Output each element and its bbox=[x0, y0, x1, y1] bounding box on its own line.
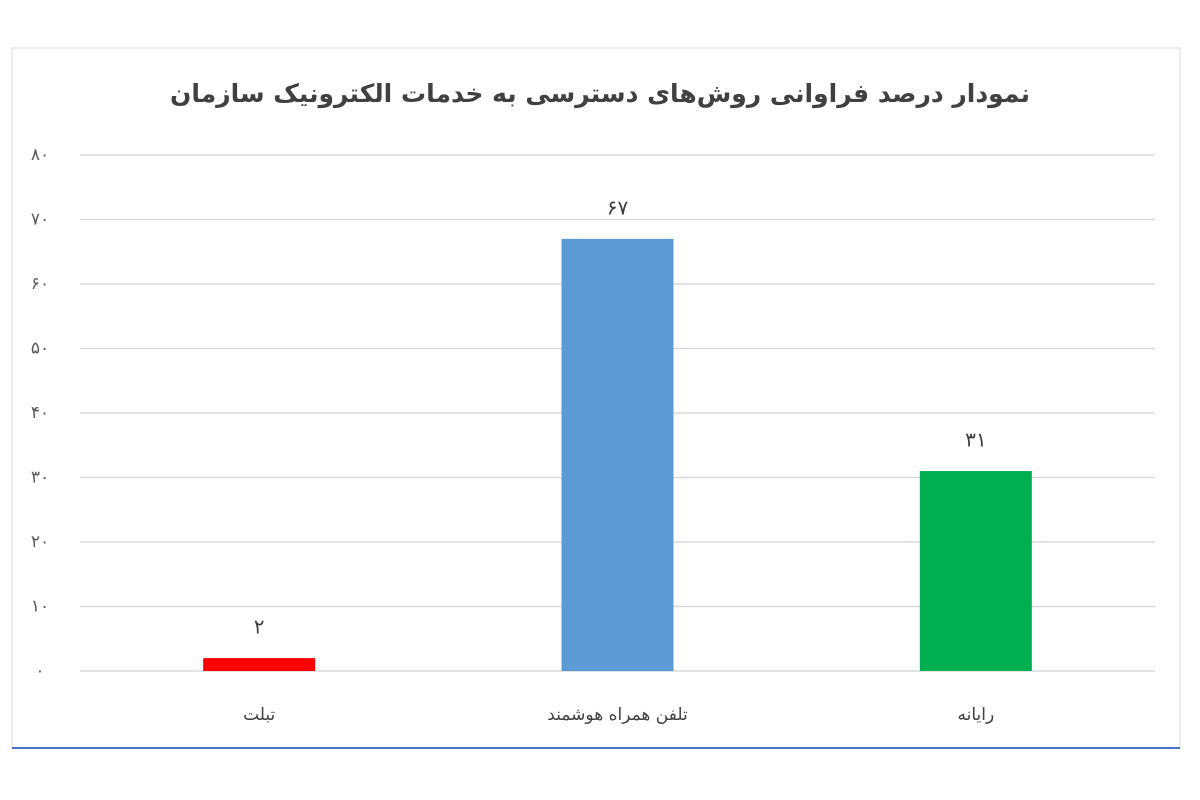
y-tick-label: ۸۰ bbox=[31, 145, 49, 165]
y-tick-label: ۴۰ bbox=[31, 403, 49, 423]
x-tick-label: رایانه bbox=[957, 705, 994, 725]
y-tick-label: ۷۰ bbox=[31, 210, 49, 230]
bar bbox=[919, 471, 1032, 671]
chart-title: نمودار درصد فراوانی روش‌های دسترسی به خد… bbox=[170, 79, 1030, 109]
y-tick-label: ۱۰ bbox=[31, 597, 49, 617]
y-tick-label: ۰ bbox=[35, 661, 44, 681]
data-label: ۳۱ bbox=[965, 428, 986, 452]
data-label: ۲ bbox=[254, 615, 265, 639]
y-tick-label: ۵۰ bbox=[31, 339, 49, 359]
data-label: ۶۷ bbox=[607, 195, 629, 219]
bar bbox=[203, 658, 316, 671]
y-tick-label: ۲۰ bbox=[31, 532, 49, 552]
x-tick-label: تبلت bbox=[243, 705, 275, 725]
x-tick-label: تلفن همراه هوشمند bbox=[547, 705, 688, 725]
bar bbox=[561, 238, 674, 671]
y-tick-label: ۶۰ bbox=[31, 274, 49, 294]
y-tick-label: ۳۰ bbox=[31, 468, 49, 488]
